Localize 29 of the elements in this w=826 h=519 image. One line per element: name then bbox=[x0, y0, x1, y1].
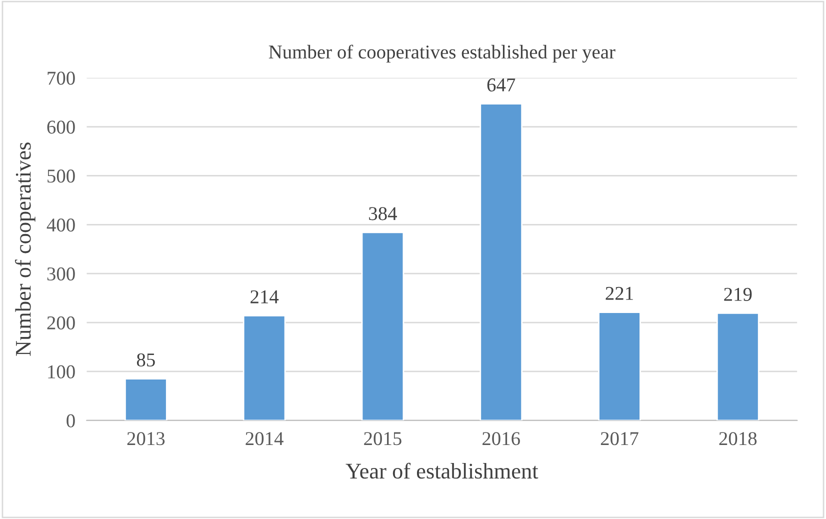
x-tick-label: 2017 bbox=[600, 432, 638, 446]
y-tick-label: 200 bbox=[47, 316, 75, 330]
x-tick-label: 2014 bbox=[246, 432, 284, 446]
bar bbox=[716, 312, 760, 420]
x-axis-title: Year of establishment bbox=[346, 462, 538, 479]
y-tick-label: 300 bbox=[47, 267, 75, 281]
y-tick-label: 100 bbox=[48, 365, 75, 378]
x-tick-label: 2013 bbox=[127, 432, 165, 446]
y-tick-label: 600 bbox=[47, 120, 75, 134]
bar bbox=[361, 232, 404, 420]
data-label: 219 bbox=[724, 288, 752, 301]
bar bbox=[242, 314, 286, 420]
bar bbox=[480, 103, 523, 420]
data-label: 214 bbox=[250, 290, 279, 304]
chart-title: Number of cooperatives established per year bbox=[268, 44, 616, 63]
data-label: 647 bbox=[487, 78, 516, 92]
y-axis-title: Number of cooperatives bbox=[14, 142, 36, 356]
bar bbox=[124, 378, 168, 420]
data-label: 384 bbox=[369, 207, 397, 220]
x-tick-label: 2015 bbox=[364, 432, 402, 446]
bar bbox=[598, 312, 641, 420]
y-tick-label: 0 bbox=[66, 414, 75, 428]
y-tick-label: 500 bbox=[48, 170, 75, 183]
data-label: 85 bbox=[136, 353, 155, 367]
x-tick-label: 2018 bbox=[719, 432, 757, 446]
y-tick-label: 400 bbox=[46, 218, 75, 232]
x-tick-label: 2016 bbox=[482, 432, 520, 446]
data-label: 221 bbox=[606, 286, 633, 300]
y-tick-label: 700 bbox=[48, 72, 75, 85]
